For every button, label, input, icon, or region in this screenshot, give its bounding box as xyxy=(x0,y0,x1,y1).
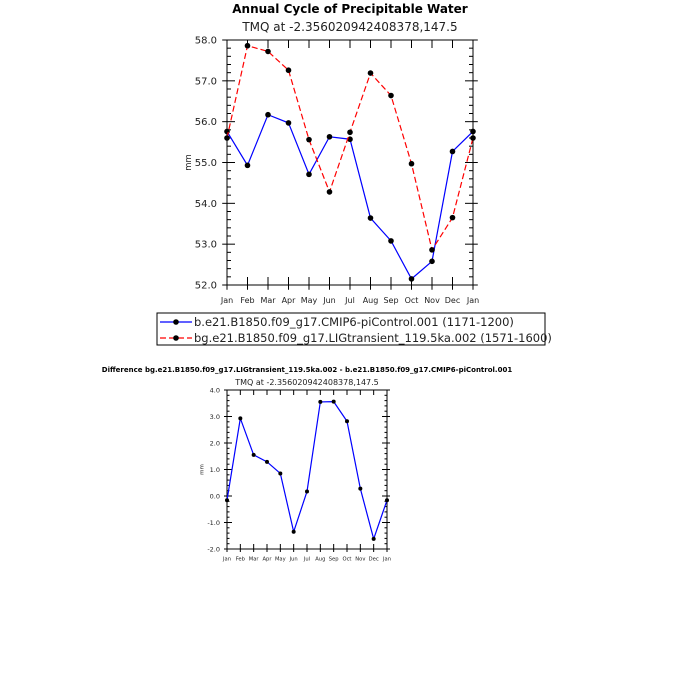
data-point xyxy=(429,247,435,253)
data-point xyxy=(285,67,292,74)
y-tick-label: 4.0 xyxy=(210,386,220,394)
data-point xyxy=(225,498,229,503)
y-tick-label: 57.0 xyxy=(195,76,217,87)
y-tick-label: 2.0 xyxy=(210,439,220,447)
x-tick-label: Dec xyxy=(369,557,379,563)
x-tick-label: Dec xyxy=(445,296,460,305)
data-point xyxy=(408,160,415,167)
data-point xyxy=(265,459,269,464)
legend-marker xyxy=(173,319,179,325)
data-point xyxy=(224,128,230,135)
chart-0: Annual Cycle of Precipitable Water TMQ at… xyxy=(184,2,479,305)
y-axis-label: mm xyxy=(200,464,206,475)
data-point xyxy=(318,399,323,404)
data-point xyxy=(347,129,353,136)
y-tick-label: 55.0 xyxy=(195,158,217,169)
data-point xyxy=(306,171,312,178)
data-point xyxy=(285,120,292,126)
data-point xyxy=(326,133,333,140)
chart-title: Difference bg.e21.B1850.f09_g17.LIGtrans… xyxy=(102,366,513,374)
x-tick-label: Jun xyxy=(289,557,298,563)
chart-1: Difference bg.e21.B1850.f09_g17.LIGtrans… xyxy=(102,366,513,563)
data-point xyxy=(265,111,271,118)
y-tick-label: 3.0 xyxy=(210,413,220,421)
data-point xyxy=(326,189,333,195)
x-tick-label: Oct xyxy=(343,557,352,563)
data-point xyxy=(449,214,456,221)
data-point xyxy=(291,529,296,534)
x-tick-label: Jun xyxy=(322,296,336,305)
legend-marker xyxy=(173,335,179,341)
x-tick-label: Nov xyxy=(424,296,440,305)
y-tick-label: 52.0 xyxy=(195,281,217,292)
legend: b.e21.B1850.f09_g17.CMIP6-piControl.001 … xyxy=(156,312,552,346)
chart-title: Annual Cycle of Precipitable Water xyxy=(232,2,468,16)
chart-subtitle: TMQ at -2.356020942408378,147.5 xyxy=(234,378,379,387)
plot-frame xyxy=(226,39,474,286)
data-point xyxy=(224,135,230,141)
x-tick-label: Jan xyxy=(222,557,231,563)
data-point xyxy=(408,276,415,282)
y-tick-label: 0.0 xyxy=(210,492,220,500)
legend-label: b.e21.B1850.f09_g17.CMIP6-piControl.001 … xyxy=(194,315,514,329)
series-line-1 xyxy=(226,44,474,252)
data-point xyxy=(251,452,256,457)
x-tick-label: Mar xyxy=(260,296,276,305)
x-tick-label: Nov xyxy=(355,557,365,563)
data-point xyxy=(388,92,394,99)
x-tick-label: Mar xyxy=(249,557,260,563)
x-tick-label: Sep xyxy=(329,557,339,563)
data-point xyxy=(331,399,336,404)
data-point xyxy=(371,536,376,541)
legend-box xyxy=(156,312,546,346)
data-point xyxy=(244,42,251,49)
data-point xyxy=(385,498,389,503)
data-point xyxy=(429,258,435,265)
data-point xyxy=(306,136,312,143)
x-tick-label: Jan xyxy=(220,296,233,305)
data-point xyxy=(470,135,476,141)
x-tick-label: Oct xyxy=(405,296,419,305)
y-tick-label: 56.0 xyxy=(195,117,217,128)
x-tick-label: May xyxy=(275,557,286,563)
x-tick-label: Feb xyxy=(240,296,254,305)
data-point xyxy=(278,471,283,476)
series-line-0 xyxy=(226,401,388,541)
x-tick-label: Aug xyxy=(363,296,379,305)
data-point xyxy=(345,419,349,424)
y-tick-label: -1.0 xyxy=(207,519,220,527)
x-tick-label: Jan xyxy=(382,557,391,563)
legend-label: bg.e21.B1850.f09_g17.LIGtransient_119.5k… xyxy=(194,331,552,345)
y-tick-label: 1.0 xyxy=(210,466,220,474)
data-point xyxy=(238,416,243,421)
data-point xyxy=(265,48,271,55)
x-tick-label: Jan xyxy=(466,296,479,305)
data-point xyxy=(367,70,374,76)
y-tick-label: 58.0 xyxy=(195,36,217,47)
x-tick-label: Apr xyxy=(263,557,273,563)
y-tick-label: -2.0 xyxy=(207,545,220,553)
x-tick-label: Apr xyxy=(282,296,297,305)
data-point xyxy=(388,238,394,244)
chart-subtitle: TMQ at -2.356020942408378,147.5 xyxy=(241,20,457,34)
data-point xyxy=(470,128,476,135)
data-point xyxy=(244,162,251,169)
y-tick-label: 53.0 xyxy=(195,240,217,251)
y-axis-label: mm xyxy=(184,154,194,171)
data-point xyxy=(305,489,309,494)
x-tick-label: Sep xyxy=(383,296,398,305)
y-tick-label: 54.0 xyxy=(195,199,217,210)
x-tick-label: May xyxy=(301,296,318,305)
x-tick-label: Feb xyxy=(236,557,246,563)
data-point xyxy=(367,215,374,221)
data-point xyxy=(449,148,456,155)
plot-frame xyxy=(226,389,388,550)
data-point xyxy=(358,486,363,491)
x-tick-label: Jul xyxy=(303,557,310,563)
x-tick-label: Aug xyxy=(315,557,325,563)
x-tick-label: Jul xyxy=(344,296,355,305)
